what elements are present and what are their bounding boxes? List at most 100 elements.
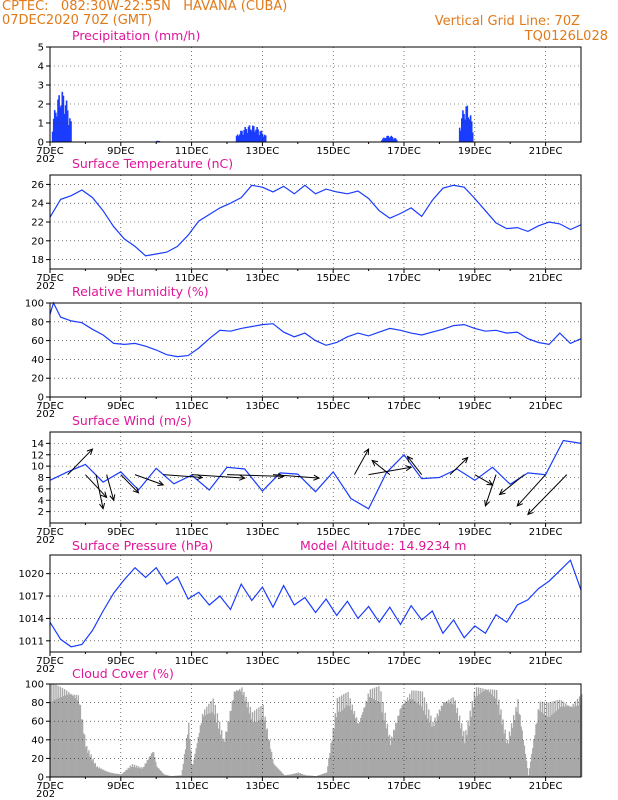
cloud-bar bbox=[492, 696, 495, 777]
cloud-bar bbox=[471, 701, 473, 777]
cloud-bar bbox=[294, 773, 296, 777]
cloud-bar bbox=[329, 753, 331, 777]
cloud-bar bbox=[154, 757, 156, 777]
cloud-bar bbox=[118, 774, 120, 777]
cloud-bar bbox=[282, 774, 284, 777]
precip-bar bbox=[393, 138, 396, 142]
cloud-bar bbox=[510, 723, 513, 777]
cloud-bar bbox=[331, 740, 333, 777]
cloud-bar bbox=[62, 696, 65, 777]
cloud-bar bbox=[310, 775, 312, 777]
x-tick-label: 9DEC bbox=[107, 656, 134, 667]
cloud-bar bbox=[346, 705, 348, 777]
cloud-bar bbox=[513, 715, 515, 777]
cloud-bar bbox=[53, 684, 55, 777]
cloud-bar bbox=[558, 699, 561, 777]
x-tick-label: 21DEC bbox=[529, 273, 563, 284]
header-model-id: TQ0126L028 bbox=[524, 29, 608, 44]
cloud-bar bbox=[176, 775, 178, 777]
cloud-bar bbox=[157, 767, 159, 777]
cloud-bar bbox=[284, 775, 287, 777]
y-tick-label: 1020 bbox=[19, 569, 44, 580]
cloud-bar bbox=[297, 772, 299, 777]
cloud-bar bbox=[319, 774, 322, 777]
precip-bar bbox=[462, 110, 464, 142]
cloud-bar bbox=[349, 698, 351, 777]
cloud-bar bbox=[128, 768, 130, 777]
y-tick-label: 22 bbox=[31, 218, 44, 229]
cloud-bar bbox=[441, 705, 444, 777]
x-tick-label: 21DEC bbox=[529, 527, 563, 538]
cloud-bar bbox=[191, 764, 193, 777]
cloud-bar bbox=[428, 709, 430, 777]
cloud-bar bbox=[200, 723, 203, 777]
cloud-bar bbox=[534, 735, 536, 777]
cloud-bar bbox=[223, 738, 225, 777]
cloud-bar bbox=[204, 709, 206, 777]
cloud-bar bbox=[69, 694, 71, 777]
year-label-fragment: 202 bbox=[36, 535, 55, 546]
cloud-bar bbox=[152, 752, 154, 777]
precip-bar bbox=[386, 135, 388, 142]
cloud-bar bbox=[236, 690, 239, 777]
cloud-bar bbox=[499, 714, 501, 777]
cloud-bar bbox=[542, 713, 545, 777]
cloud-bar bbox=[560, 700, 563, 777]
y-tick-label: 2 bbox=[38, 507, 44, 518]
y-tick-label: 20 bbox=[31, 754, 44, 765]
precip-bar bbox=[68, 125, 70, 142]
cloud-bar bbox=[190, 750, 192, 777]
panel-4 bbox=[46, 554, 582, 656]
cloud-bar bbox=[420, 706, 422, 777]
cloud-bar bbox=[567, 705, 569, 777]
cloud-bar bbox=[115, 773, 118, 777]
precip-bar bbox=[394, 138, 397, 142]
cloud-bar bbox=[292, 774, 294, 777]
cloud-bar bbox=[575, 705, 578, 777]
wind-arrow bbox=[371, 460, 391, 476]
cloud-bar bbox=[135, 767, 137, 777]
precip-bar bbox=[244, 127, 246, 142]
cloud-bar bbox=[417, 690, 419, 777]
precip-bar bbox=[466, 105, 469, 142]
cloud-bar bbox=[81, 719, 84, 777]
wind-arrow bbox=[163, 474, 203, 478]
cloud-bar bbox=[201, 713, 204, 777]
cloud-bar bbox=[107, 771, 109, 777]
cloud-bar bbox=[96, 766, 99, 777]
precip-bar bbox=[157, 140, 159, 142]
y-tick-label: 40 bbox=[31, 355, 44, 366]
x-tick-label: 9DEC bbox=[107, 273, 134, 284]
cloud-bar bbox=[434, 717, 436, 777]
cloud-bar bbox=[530, 761, 532, 777]
x-tick-label: 19DEC bbox=[458, 656, 492, 667]
precip-bar bbox=[465, 106, 467, 142]
cloud-bar bbox=[221, 730, 223, 777]
cloud-bar bbox=[490, 694, 493, 777]
precip-bar bbox=[256, 127, 258, 142]
cloud-bar bbox=[581, 694, 583, 777]
cloud-bar bbox=[251, 712, 254, 777]
y-tick-label: 2 bbox=[38, 100, 44, 111]
cloud-bar bbox=[72, 696, 74, 777]
cloud-bar bbox=[114, 773, 117, 777]
cloud-bar bbox=[380, 691, 382, 777]
wind-arrow-head bbox=[238, 474, 246, 481]
wind-arrow-head bbox=[527, 508, 534, 516]
cloud-bar bbox=[470, 716, 472, 777]
precip-bar bbox=[461, 118, 463, 142]
cloud-bar bbox=[514, 720, 516, 777]
cloud-bar bbox=[325, 773, 327, 777]
cloud-bar bbox=[384, 712, 386, 777]
cloud-bar bbox=[235, 690, 238, 777]
cloud-bar bbox=[457, 720, 460, 777]
y-tick-label: 14 bbox=[31, 439, 44, 450]
y-tick-label: 24 bbox=[31, 199, 44, 210]
cloud-bar bbox=[549, 716, 551, 777]
x-tick-label: 19DEC bbox=[458, 401, 492, 412]
wind-arrow-head bbox=[86, 448, 94, 455]
x-tick-label: 15DEC bbox=[316, 527, 350, 538]
wind-arrow bbox=[449, 457, 469, 476]
cloud-bar bbox=[321, 774, 324, 777]
precip-bar bbox=[253, 126, 255, 142]
